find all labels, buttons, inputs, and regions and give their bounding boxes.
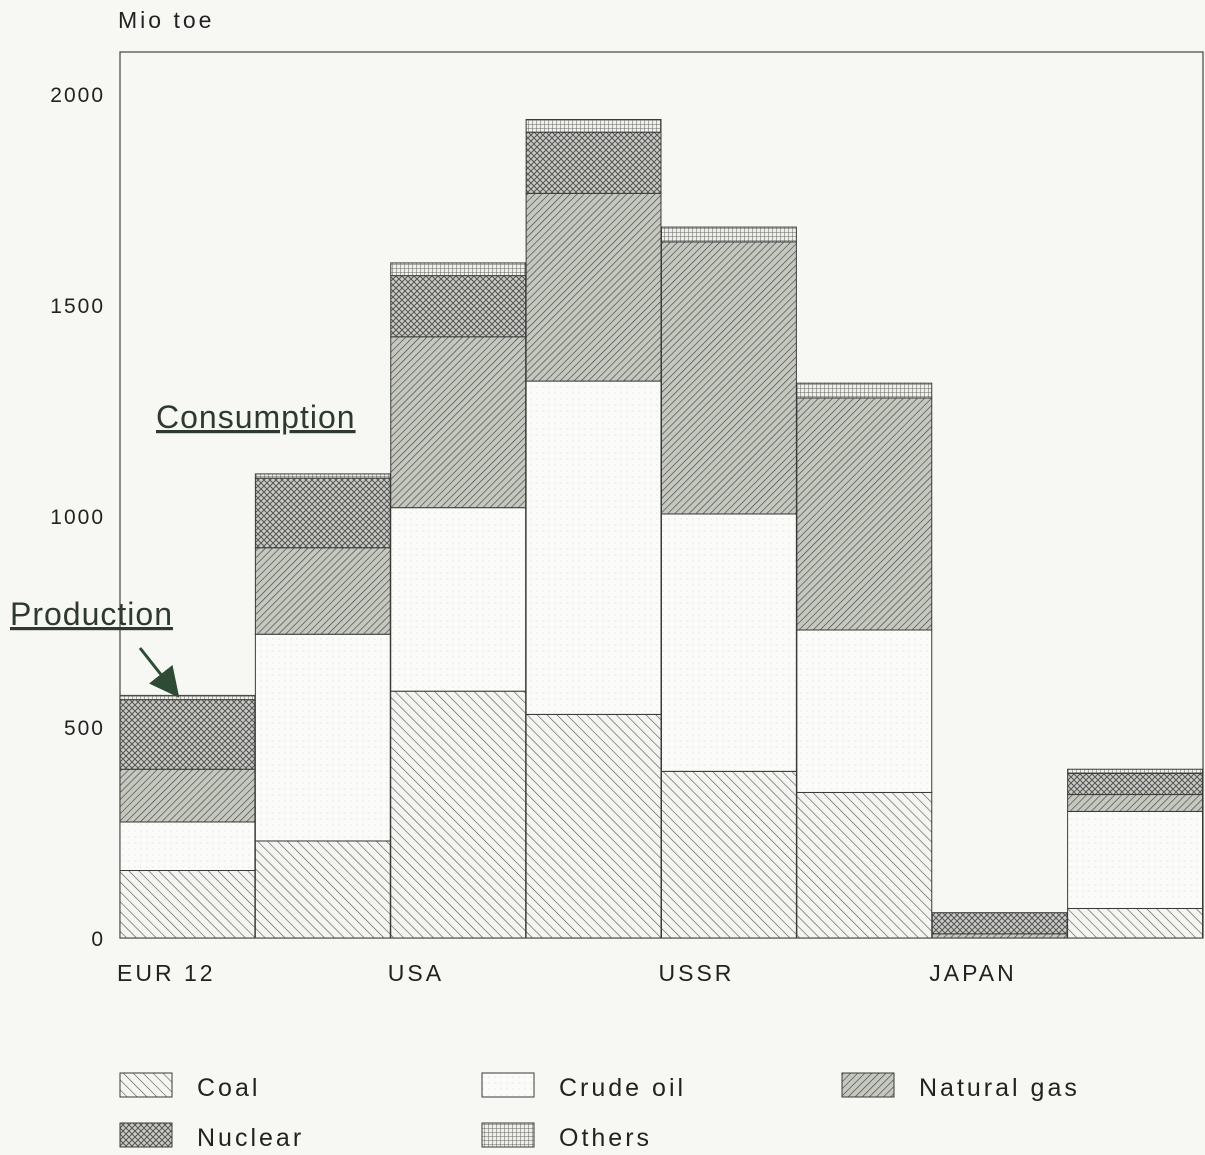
x-tick-label-0: EUR 12 <box>117 960 216 986</box>
legend-label-crude-oil: Crude oil <box>559 1074 686 1102</box>
legend-swatch-natural-gas <box>841 1072 895 1098</box>
bar-ussr-consumption-crude-oil <box>796 629 933 793</box>
bar-japan-consumption-crude-oil <box>1067 810 1203 909</box>
legend-swatch-coal <box>119 1072 173 1098</box>
y-tick-label-4: 2000 <box>50 84 105 107</box>
legend-swatch-others <box>481 1122 535 1148</box>
bar-ussr-consumption-natural-gas <box>796 397 933 631</box>
bar-usa-consumption-coal <box>525 713 662 939</box>
legend-swatch-crude-oil <box>481 1072 535 1098</box>
bar-japan-production-nuclear <box>931 912 1068 935</box>
bar-japan-consumption-nuclear <box>1067 772 1203 796</box>
y-tick-label-2: 1000 <box>50 506 105 529</box>
bar-usa-consumption-others <box>525 119 662 133</box>
legend-swatch-nuclear <box>119 1122 173 1148</box>
production-arrow <box>138 647 180 698</box>
x-tick-label-1: USA <box>388 960 444 986</box>
bar-ussr-production-crude-oil <box>661 513 797 772</box>
bar-usa-production-natural-gas <box>390 336 527 509</box>
x-tick-label-2: USSR <box>659 960 735 986</box>
bar-usa-consumption-natural-gas <box>525 192 662 382</box>
bar-ussr-production-others <box>661 226 797 243</box>
x-tick-label-3: JAPAN <box>929 960 1016 986</box>
bar-eur-12-production-nuclear <box>119 699 256 770</box>
production-annotation: Production <box>10 596 173 632</box>
legend: Coal Crude oil Natural gas Nuclear Others <box>119 1072 1080 1152</box>
y-tick-label-0: 0 <box>91 928 105 951</box>
bar-usa-production-crude-oil <box>390 507 527 692</box>
bar-japan-consumption-others <box>1067 768 1203 774</box>
legend-label-nuclear: Nuclear <box>197 1124 304 1152</box>
bar-eur-12-consumption-others <box>254 473 391 479</box>
bar-eur-12-consumption-nuclear <box>254 477 391 549</box>
y-tick-label-3: 1500 <box>50 295 105 318</box>
bar-usa-consumption-nuclear <box>525 131 662 194</box>
bar-japan-production-natural-gas <box>931 933 1068 939</box>
legend-label-coal: Coal <box>197 1074 260 1102</box>
bar-japan-consumption-natural-gas <box>1067 794 1203 812</box>
bar-ussr-consumption-others <box>796 382 933 399</box>
y-tick-label-1: 500 <box>64 717 105 740</box>
bar-ussr-production-natural-gas <box>661 241 797 515</box>
bar-eur-12-consumption-coal <box>254 840 391 939</box>
legend-label-natural-gas: Natural gas <box>919 1074 1080 1102</box>
bar-eur-12-consumption-natural-gas <box>254 547 391 635</box>
bar-japan-consumption-coal <box>1067 907 1203 939</box>
bar-ussr-consumption-coal <box>796 791 933 939</box>
bar-usa-production-nuclear <box>390 275 527 338</box>
y-axis-label: Mio toe <box>118 7 214 33</box>
bar-eur-12-production-coal <box>119 869 256 939</box>
bar-eur-12-consumption-crude-oil <box>254 633 391 842</box>
bar-ussr-production-coal <box>661 770 797 939</box>
bar-eur-12-production-crude-oil <box>119 821 256 871</box>
bar-usa-production-others <box>390 262 527 277</box>
bar-usa-production-coal <box>390 690 527 939</box>
legend-label-others: Others <box>559 1124 652 1152</box>
bar-usa-consumption-crude-oil <box>525 380 662 715</box>
bar-eur-12-production-others <box>119 694 256 701</box>
bar-eur-12-production-natural-gas <box>119 768 256 823</box>
consumption-annotation: Consumption <box>156 399 356 435</box>
